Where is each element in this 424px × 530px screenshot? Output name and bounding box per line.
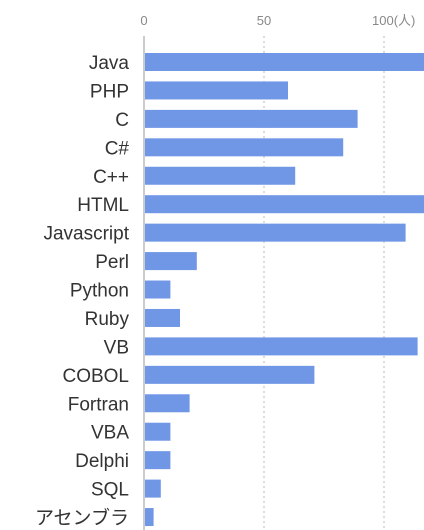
bar-14	[145, 451, 171, 470]
category-label-0: Java	[89, 53, 130, 74]
bar-7	[145, 252, 197, 271]
bar-6	[145, 223, 406, 242]
category-label-10: VB	[104, 337, 129, 358]
category-label-7: Perl	[95, 252, 129, 273]
category-label-13: VBA	[91, 423, 129, 444]
x-tick-label-2: 100(人)	[372, 13, 415, 28]
bar-0	[145, 53, 424, 71]
bar-5	[145, 195, 424, 214]
category-labels: Java PHP C C# C++ HTML Javascript Perl Python Rub…	[35, 53, 130, 529]
bar-15	[145, 479, 161, 498]
category-label-6: Javascript	[43, 224, 129, 245]
x-tick-label-1: 50	[257, 13, 271, 28]
category-label-3: C#	[105, 138, 130, 159]
bar-12	[145, 394, 190, 413]
category-label-12: Fortran	[68, 394, 129, 415]
category-label-2: C	[115, 110, 129, 131]
bar-11	[145, 365, 315, 384]
category-label-11: COBOL	[62, 366, 129, 387]
category-label-1: PHP	[90, 81, 129, 102]
bar-1	[145, 81, 288, 100]
x-axis-ticks: 0 50 100(人)	[140, 13, 415, 28]
category-label-9: Ruby	[85, 309, 130, 330]
bar-13	[145, 422, 171, 441]
category-label-16: アセンブラ	[35, 506, 129, 529]
category-label-15: SQL	[91, 480, 129, 501]
bars	[145, 53, 424, 527]
category-label-5: HTML	[77, 195, 129, 216]
category-label-14: Delphi	[75, 451, 129, 472]
x-tick-label-0: 0	[140, 13, 147, 28]
category-label-8: Python	[70, 281, 129, 302]
bar-9	[145, 308, 180, 327]
bar-2	[145, 109, 358, 128]
bar-3	[145, 138, 344, 157]
bar-10	[145, 337, 418, 356]
bar-4	[145, 166, 296, 185]
grid-lines	[263, 36, 385, 530]
bar-8	[145, 280, 171, 299]
bar-16	[145, 508, 154, 527]
category-label-4: C++	[93, 167, 129, 188]
